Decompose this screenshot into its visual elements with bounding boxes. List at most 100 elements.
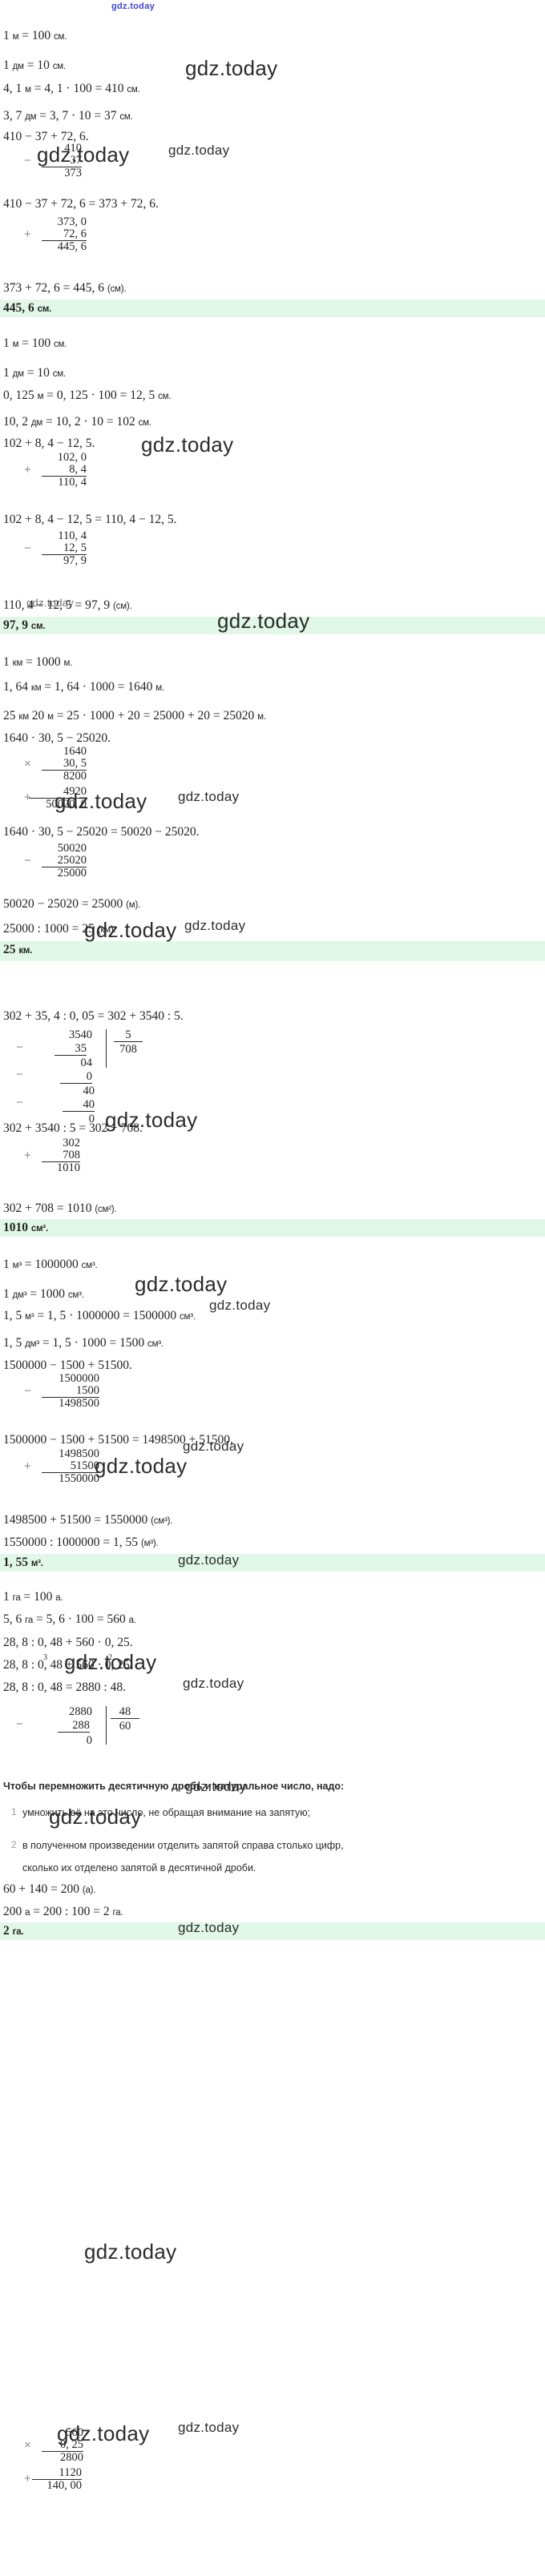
- division-step-number: 2880: [69, 1705, 92, 1718]
- answer-text-a5: 1, 55 м³.: [3, 1556, 43, 1569]
- division-vertical-bar: [106, 1029, 107, 1068]
- column-operation-c12: +1120 140, 00: [24, 2467, 106, 2498]
- operation-sign: −: [24, 1384, 31, 1398]
- column-row: 72, 6: [63, 227, 87, 240]
- column-row: 8, 4: [69, 463, 87, 476]
- operation-sign: +: [24, 791, 31, 804]
- column-row: 560: [66, 2426, 83, 2439]
- watermark-4: gdz.today: [168, 143, 230, 158]
- column-row: 373: [42, 167, 82, 179]
- equation-l2: 1 дм = 10 см.: [3, 58, 66, 72]
- column-rows: 302 708 1010: [42, 1137, 80, 1174]
- column-operation-c11: × 560 0, 25 2800: [24, 2427, 98, 2470]
- divisor: 48: [111, 1706, 139, 1719]
- equation-l4: 3, 7 дм = 3, 7 · 10 = 37 см.: [3, 109, 133, 123]
- operation-sign: ×: [24, 2438, 31, 2452]
- column-operation-c9: −1500000 1500 1498500: [24, 1373, 114, 1416]
- column-row: 97, 9: [42, 554, 87, 567]
- watermark-9: gdz.today: [178, 789, 240, 804]
- equation-l6: 410 − 37 + 72, 6 = 373 + 72, 6.: [3, 197, 159, 211]
- column-rows: 1500000 1500 1498500: [42, 1373, 99, 1410]
- answer-highlight-a1: [0, 300, 545, 317]
- answer-highlight-a3: [0, 941, 545, 961]
- column-row: 102, 0: [57, 451, 87, 464]
- equation-l18: 1640 · 30, 5 − 25020.: [3, 731, 111, 745]
- column-row: 1120: [59, 2466, 82, 2479]
- equation-l25: 1 м³ = 1000000 см³.: [3, 1258, 98, 1271]
- rule-item-number: 1: [11, 1806, 17, 1817]
- column-operation-c5: × 1640 30, 5 8200: [24, 746, 101, 789]
- column-row: 110, 4: [58, 529, 87, 542]
- column-row: 1498500: [42, 1397, 99, 1410]
- column-rows: 560 0, 25 2800: [42, 2427, 83, 2464]
- division-vertical-bar: [106, 1706, 107, 1745]
- column-row: 12, 5: [63, 541, 87, 554]
- operation-sign: +: [24, 1459, 31, 1473]
- column-rows: 1640 30, 5 8200: [42, 746, 87, 783]
- watermark-19: gdz.today: [183, 1676, 244, 1691]
- quotient: 60: [119, 1720, 131, 1733]
- column-row: 302: [63, 1137, 80, 1149]
- column-row: 30, 5: [63, 757, 87, 770]
- column-rows: 102, 0 8, 4 110, 4: [42, 452, 87, 489]
- column-row: 25020: [57, 854, 87, 867]
- equation-l1: 1 м = 100 см.: [3, 29, 67, 42]
- equation-l19: 1640 · 30, 5 − 25020 = 50020 − 25020.: [3, 825, 200, 839]
- operation-sign: +: [24, 2472, 31, 2485]
- column-rows: 410 37 373: [42, 143, 82, 179]
- column-row: 1500: [76, 1384, 99, 1397]
- equation-l29: 1500000 − 1500 + 51500.: [3, 1358, 132, 1372]
- answer-highlight-a2: [0, 617, 545, 634]
- equation-l5: 410 − 37 + 72, 6.: [3, 130, 89, 143]
- equation-l3: 4, 1 м = 4, 1 · 100 = 410 см.: [3, 82, 140, 95]
- column-row: 1010: [42, 1161, 80, 1174]
- watermark-13: gdz.today: [135, 1272, 228, 1296]
- equation-l27: 1, 5 м³ = 1, 5 · 1000000 = 1500000 см³.: [3, 1309, 196, 1322]
- equation-l22: 302 + 35, 4 : 0, 05 = 302 + 3540 : 5.: [3, 1009, 184, 1023]
- equation-l23: 302 + 3540 : 5 = 302 + 708.: [3, 1121, 143, 1135]
- equation-l10: 0, 125 м = 0, 125 · 100 = 12, 5 см.: [3, 388, 172, 402]
- watermark-14: gdz.today: [209, 1298, 271, 1313]
- equation-l26: 1 дм³ = 1000 см³.: [3, 1287, 84, 1301]
- column-rows: 1498500 51500 1550000: [42, 1448, 99, 1485]
- column-operation-c6: +4920 50020, 0: [24, 786, 114, 816]
- equation-l32: 1550000 : 1000000 = 1, 55 (м³).: [3, 1536, 159, 1549]
- column-rows: 50020 25020 25000: [42, 843, 87, 879]
- column-row: 410: [64, 142, 82, 155]
- watermark-5: gdz.today: [141, 433, 234, 457]
- division-sign: −: [16, 1717, 23, 1731]
- equation-l39: 200 а = 200 : 100 = 2 га.: [3, 1905, 123, 1918]
- operation-sign: ×: [24, 757, 31, 771]
- rule-item-text: в полученном произведении отделить запят…: [22, 1840, 344, 1851]
- column-row: 373, 0: [57, 215, 87, 228]
- operation-sign: −: [24, 541, 31, 555]
- column-row: 445, 6: [42, 240, 87, 253]
- equation-l30: 1500000 − 1500 + 51500 = 1498500 + 51500…: [3, 1433, 233, 1447]
- column-rows: 4920 50020, 0: [29, 786, 87, 811]
- operation-sign: +: [24, 227, 31, 241]
- operation-sign: −: [24, 854, 31, 867]
- watermark-23: gdz.today: [84, 2240, 177, 2264]
- watermark-25: gdz.today: [178, 2420, 240, 2435]
- division-step-number: 0: [60, 1071, 92, 1084]
- equation-l7: 373 + 72, 6 = 445, 6 (см).: [3, 281, 127, 295]
- equation-l21: 25000 : 1000 = 25 (км).: [3, 922, 116, 936]
- column-row: 708: [63, 1149, 80, 1161]
- rule-item-text: умножить её на это число, не обращая вни…: [22, 1807, 311, 1818]
- answer-text-a2: 97, 9 см.: [3, 618, 46, 632]
- equation-l17: 25 км 20 м = 25 · 1000 + 20 = 25000 + 20…: [3, 709, 266, 722]
- equation-l38: 60 + 140 = 200 (а).: [3, 1882, 96, 1896]
- column-rows: 373, 0 72, 6 445, 6: [42, 216, 87, 253]
- operation-sign: +: [24, 1149, 31, 1162]
- column-row: 1500000: [59, 1372, 99, 1385]
- equation-l37: 28, 8 : 0, 48 = 2880 : 48.: [3, 1680, 126, 1694]
- answer-highlight-a4: [0, 1219, 545, 1237]
- answer-text-a3: 25 км.: [3, 943, 33, 956]
- operation-sign: +: [24, 463, 31, 477]
- step-order-mark-3: 3: [43, 1653, 47, 1662]
- long-division-d1: −3540 35 04−0 40−40 0 5 708: [16, 1029, 192, 1133]
- division-step-number: 288: [58, 1720, 90, 1733]
- column-row: 51500: [70, 1459, 99, 1472]
- column-operation-c7: −50020 25020 25000: [24, 843, 101, 886]
